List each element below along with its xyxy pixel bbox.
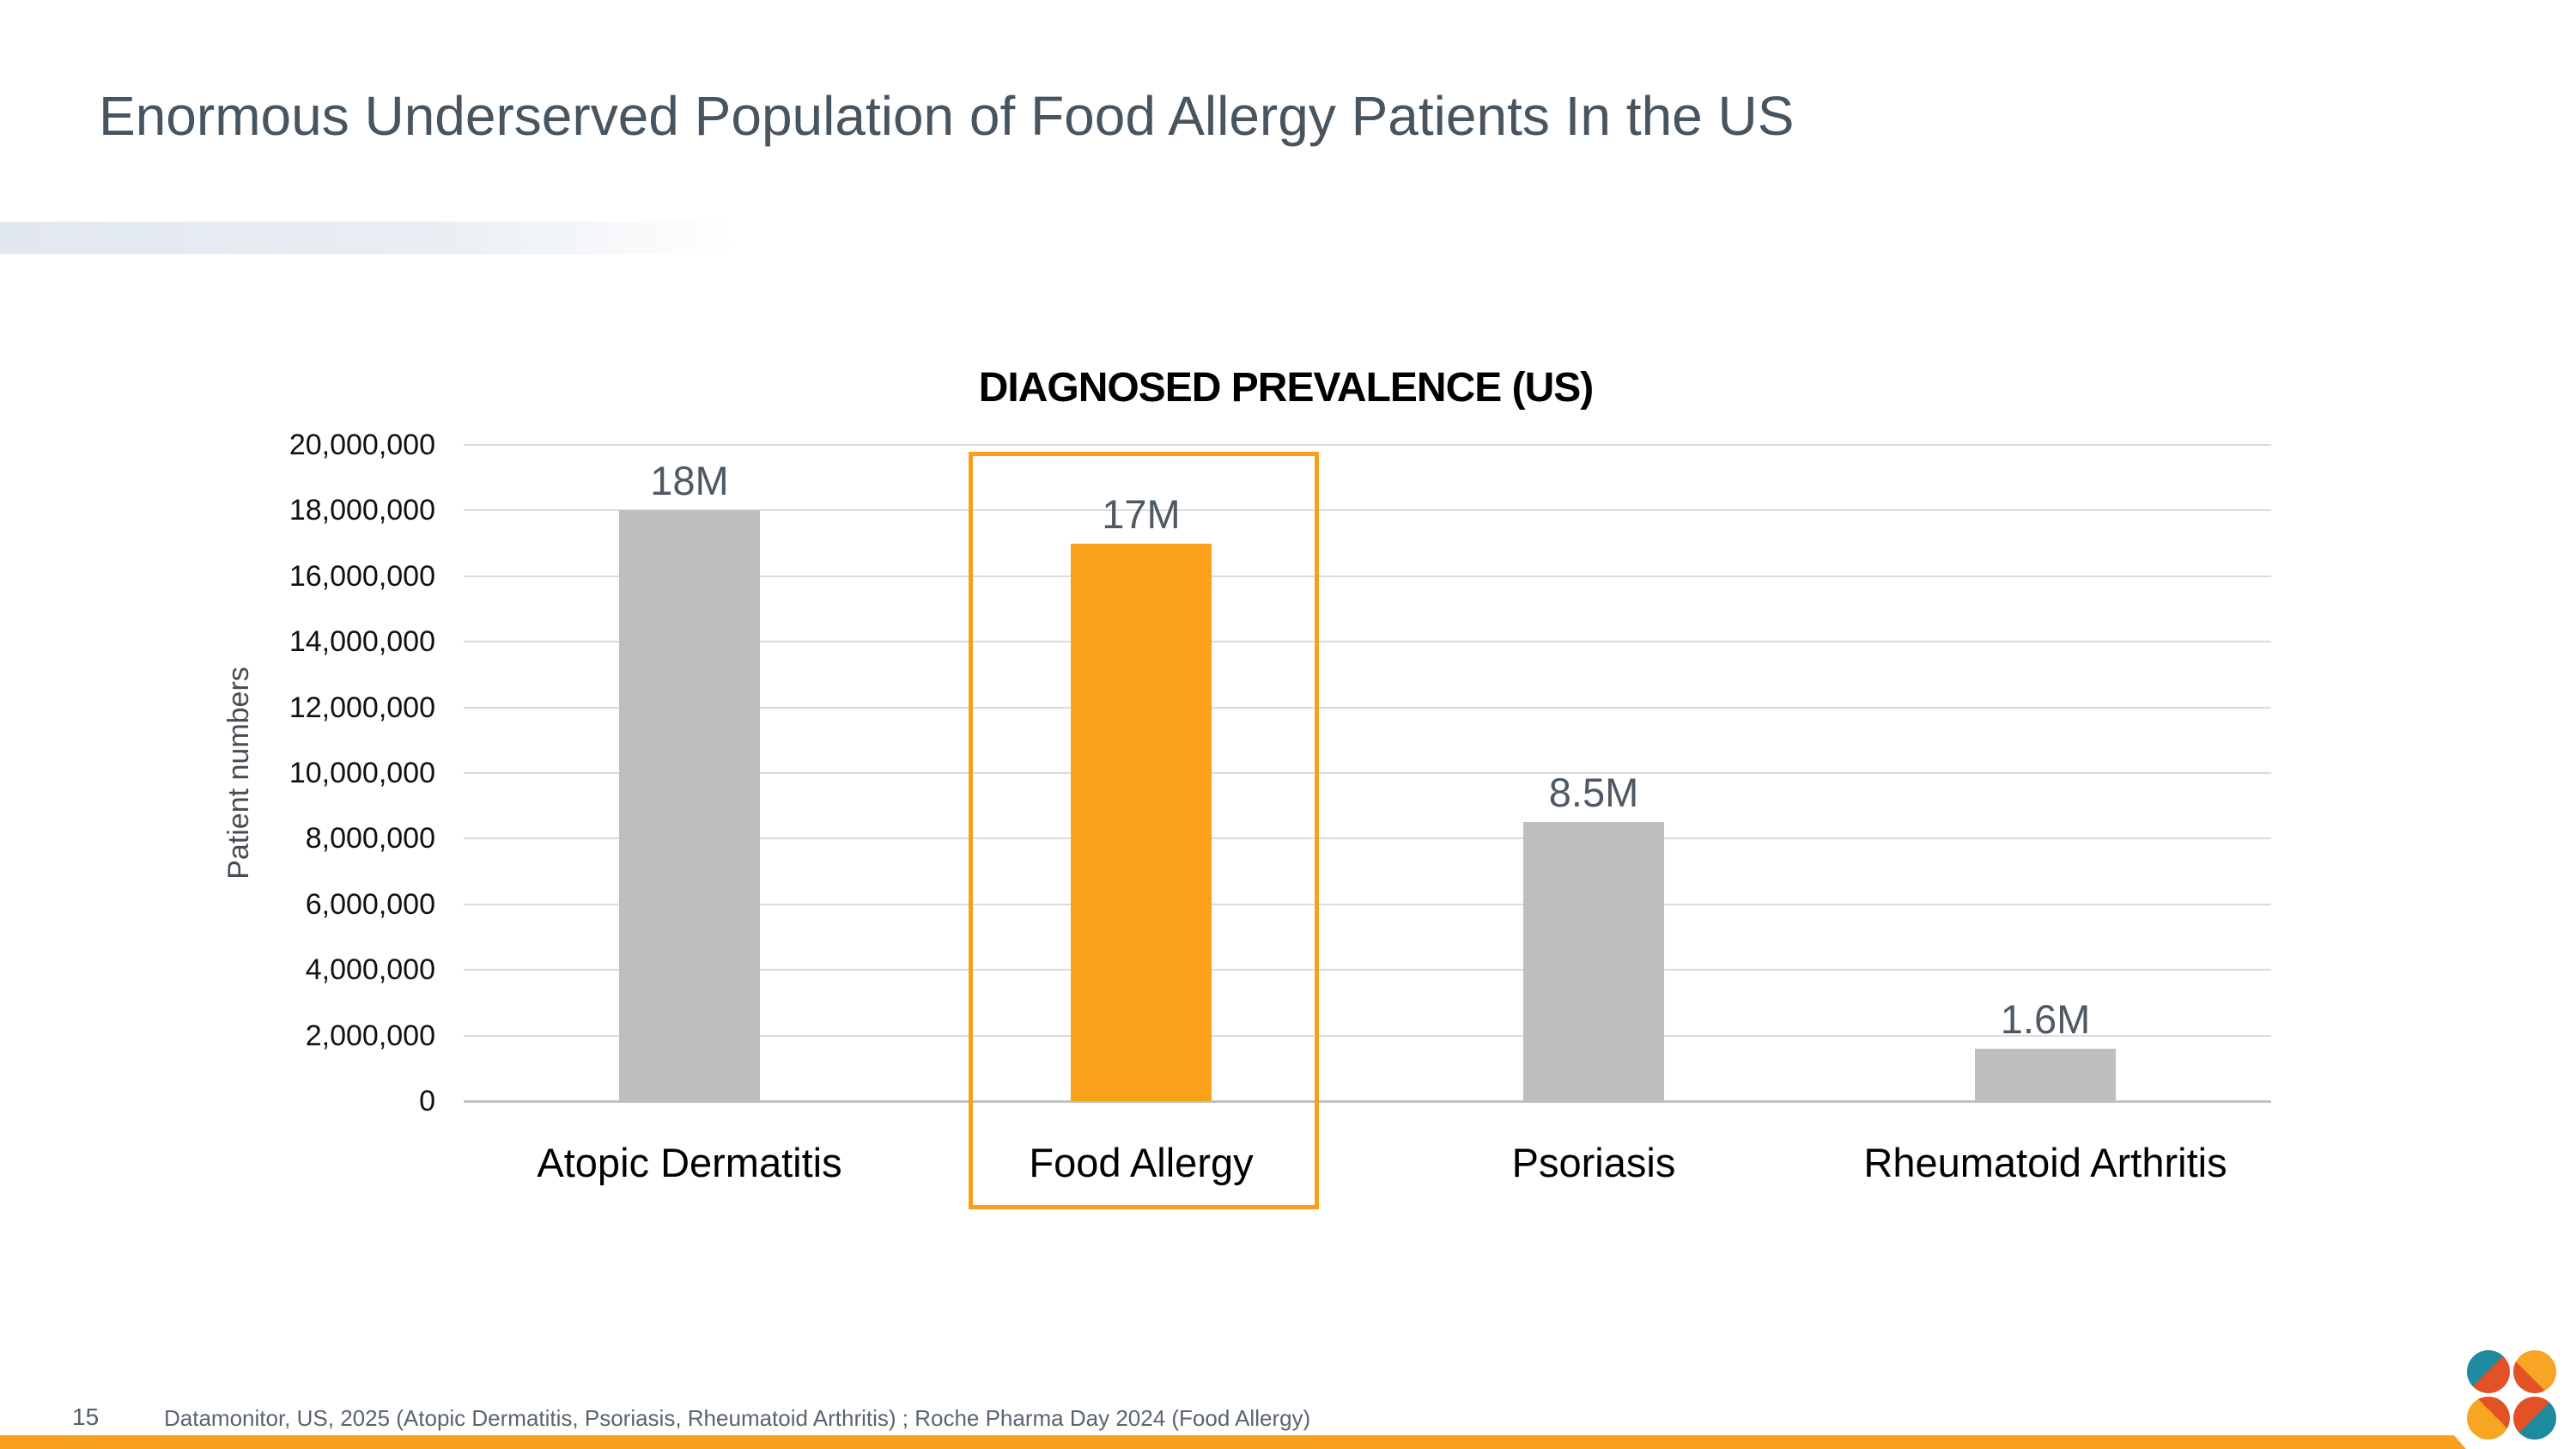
value-label-rheumatoid-arthritis: 1.6M: [2000, 996, 2091, 1042]
gridline: [464, 444, 2271, 446]
gridline: [464, 575, 2271, 577]
page-number: 15: [72, 1403, 100, 1430]
y-tick-label: 2,000,000: [305, 1019, 435, 1052]
gridline: [464, 509, 2271, 512]
value-label-psoriasis: 8.5M: [1548, 770, 1639, 815]
slide-title: Enormous Underserved Population of Food …: [99, 85, 1795, 147]
y-tick-label: 6,000,000: [305, 887, 435, 921]
gridline: [464, 1034, 2271, 1037]
gridline: [464, 772, 2271, 774]
logo-circle-yellow-red-icon: [2467, 1397, 2510, 1440]
value-label-food-allergy: 17M: [1102, 491, 1181, 537]
gridline: [464, 641, 2271, 643]
chart-title: DIAGNOSED PREVALENCE (US): [978, 365, 1595, 411]
y-tick-label: 20,000,000: [289, 429, 435, 461]
x-label-rheumatoid-arthritis: Rheumatoid Arthritis: [1863, 1140, 2227, 1185]
y-tick-label: 16,000,000: [289, 559, 435, 593]
gridline: [464, 969, 2271, 971]
x-label-psoriasis: Psoriasis: [1511, 1140, 1676, 1185]
y-tick-label: 0: [419, 1085, 435, 1117]
logo-circle-red-teal-icon: [2513, 1397, 2556, 1440]
bar-atopic-dermatitis: [619, 510, 760, 1101]
bar-rheumatoid-arthritis: [1975, 1049, 2116, 1101]
x-label-food-allergy: Food Allergy: [1029, 1140, 1254, 1185]
y-tick-label: 8,000,000: [305, 822, 435, 855]
bottom-accent-bar: [0, 1435, 2466, 1449]
y-tick-label: 12,000,000: [289, 691, 435, 724]
x-label-atopic-dermatitis: Atopic Dermatitis: [537, 1140, 842, 1185]
y-tick-label: 10,000,000: [289, 757, 435, 789]
bar-psoriasis: [1523, 822, 1664, 1101]
gridline: [464, 706, 2271, 709]
y-tick-label: 4,000,000: [305, 953, 435, 987]
y-tick-label: 18,000,000: [289, 494, 435, 527]
logo-circle-red-yellow-icon: [2513, 1350, 2556, 1393]
bar-food-allergy: [1071, 544, 1212, 1101]
value-label-atopic-dermatitis: 18M: [650, 458, 729, 503]
header-gradient-strip: [0, 222, 783, 254]
logo-circle-teal-red-icon: [2467, 1350, 2510, 1393]
y-tick-label: 14,000,000: [289, 625, 435, 659]
gridline: [464, 837, 2271, 840]
source-note: Datamonitor, US, 2025 (Atopic Dermatitis…: [164, 1405, 1311, 1431]
gridline: [464, 903, 2271, 905]
gridline: [464, 1100, 2271, 1103]
highlight-box: [969, 452, 1319, 1209]
